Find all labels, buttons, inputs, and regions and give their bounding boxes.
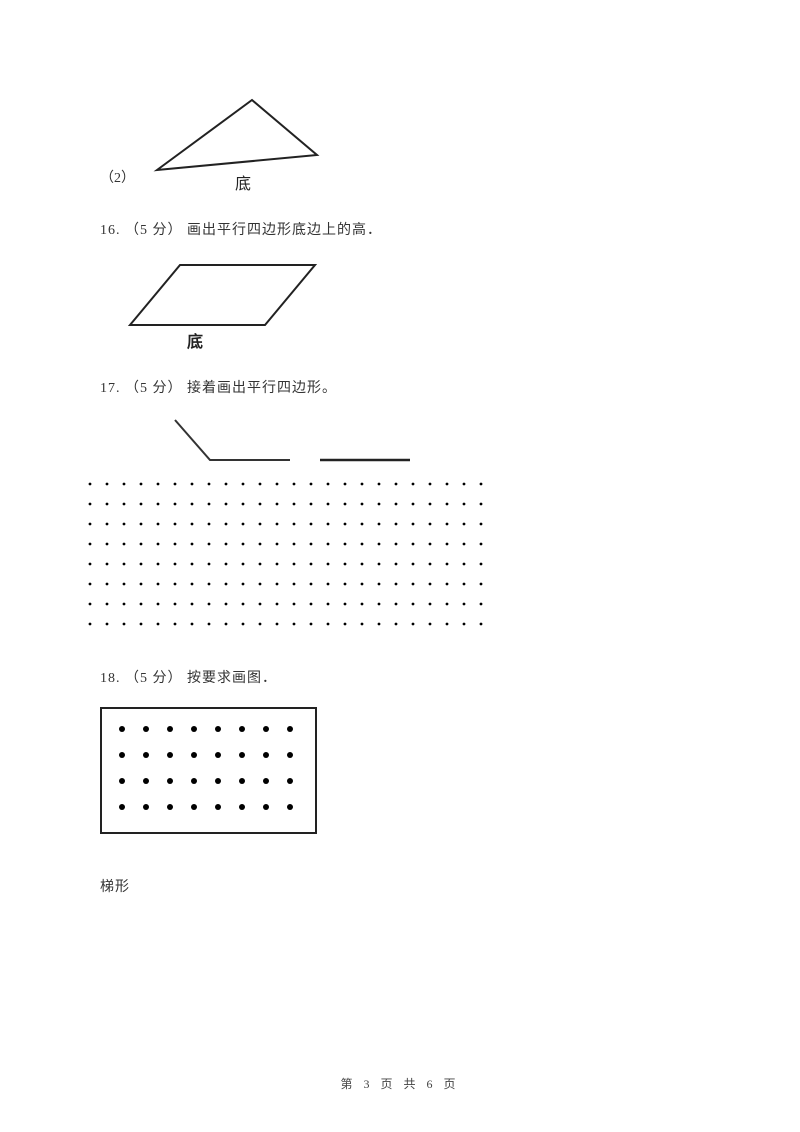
boxed-dot-grid bbox=[100, 707, 319, 836]
q16-line: 16. （5 分） 画出平行四边形底边上的高． bbox=[100, 219, 705, 239]
parallelogram-figure: 底 bbox=[125, 255, 345, 355]
svg-text:底: 底 bbox=[187, 332, 203, 351]
q17-line: 17. （5 分） 接着画出平行四边形。 bbox=[100, 377, 705, 397]
q18-text: 按要求画图． bbox=[187, 671, 277, 686]
trapezoid-label: 梯形 bbox=[100, 876, 705, 896]
page-footer: 第 3 页 共 6 页 bbox=[0, 1075, 800, 1092]
q16-number: 16. bbox=[100, 223, 121, 238]
q18-points: （5 分） bbox=[125, 671, 183, 686]
q16-points: （5 分） bbox=[125, 223, 183, 238]
q17-points: （5 分） bbox=[125, 381, 183, 396]
item-2-label: （2） bbox=[100, 167, 135, 195]
q18-number: 18. bbox=[100, 671, 121, 686]
q16-text: 画出平行四边形底边上的高． bbox=[187, 223, 382, 238]
q17-number: 17. bbox=[100, 381, 121, 396]
triangle-figure: 底 bbox=[147, 85, 347, 195]
item-2-row: （2） 底 bbox=[100, 85, 705, 195]
q17-text: 接着画出平行四边形。 bbox=[187, 381, 337, 396]
q18-line: 18. （5 分） 按要求画图． bbox=[100, 667, 705, 687]
svg-text:底: 底 bbox=[235, 175, 251, 193]
dot-grid bbox=[80, 476, 500, 641]
worksheet-page: （2） 底 16. （5 分） 画出平行四边形底边上的高． 底 17. （5 分… bbox=[0, 0, 800, 1132]
partial-shape-figure bbox=[160, 415, 420, 470]
